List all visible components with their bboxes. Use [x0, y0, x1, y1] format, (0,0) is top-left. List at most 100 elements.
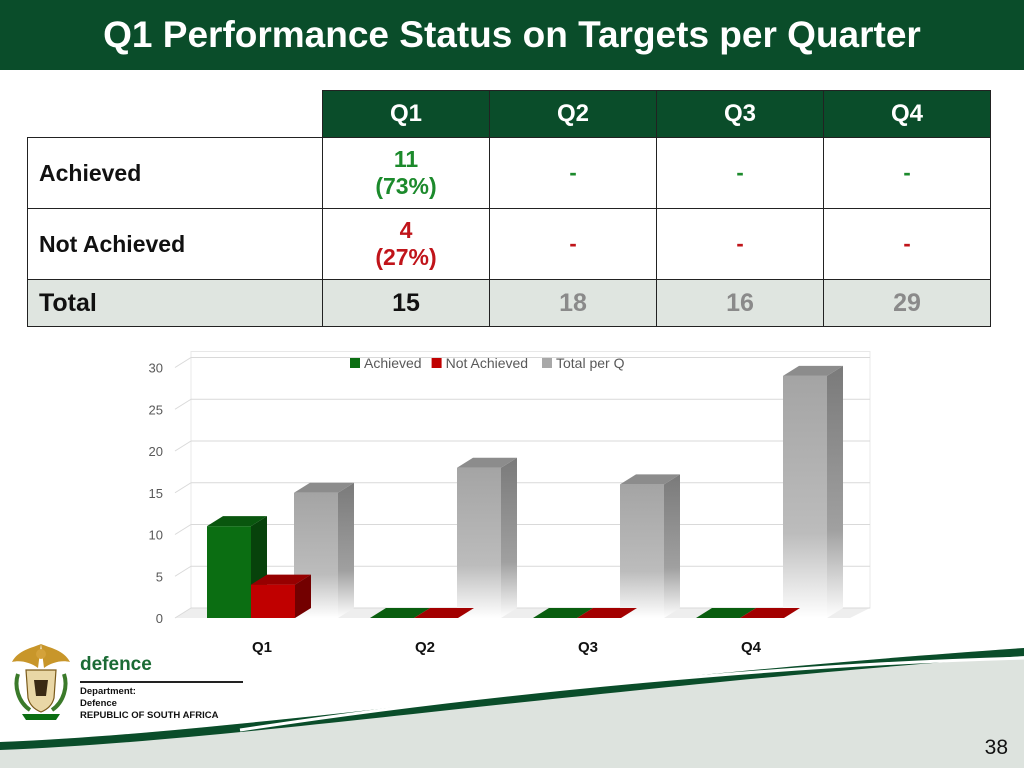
- bar-not-achieved-q1-top: [251, 574, 311, 585]
- footer-swoosh: [0, 648, 1024, 768]
- y-tick-label: 5: [156, 569, 163, 584]
- grid-line-side: [174, 524, 192, 535]
- bar-achieved-q3-flat: [533, 608, 593, 618]
- bar-not-achieved-q4-flat: [740, 608, 800, 618]
- bar-total-per-q-q4: [783, 365, 843, 618]
- grid-line-side: [174, 482, 192, 494]
- y-tick-label: 15: [149, 486, 163, 501]
- y-tick-label: 20: [149, 444, 163, 459]
- total-q3-cell: 16: [656, 279, 824, 327]
- bar-achieved-q2: [370, 608, 430, 618]
- brand-divider: [80, 681, 243, 683]
- column-header: Q1: [322, 90, 490, 138]
- chart-back-wall: [190, 351, 871, 609]
- y-tick-label: 30: [149, 361, 163, 376]
- legend-label: Not Achieved: [446, 355, 528, 371]
- bar-total-per-q-q2: [457, 457, 517, 618]
- bar-total-per-q-q2-top: [457, 457, 517, 468]
- coat-of-arms-icon: [12, 644, 70, 720]
- bar-not-achieved-q1-side: [295, 574, 311, 618]
- bar-total-per-q-q1-top: [294, 482, 354, 493]
- grid-line-side: [174, 440, 192, 452]
- row-label: Not Achieved: [27, 208, 323, 280]
- chart-bars: [207, 365, 843, 618]
- achieved-q3-cell: -: [656, 137, 824, 209]
- bar-total-per-q-q4-top: [783, 365, 843, 376]
- brand-word: defence: [80, 654, 152, 675]
- bar-not-achieved-q1: [251, 574, 311, 618]
- y-tick-label: 10: [149, 528, 163, 543]
- dept-line: Defence: [80, 698, 117, 709]
- bar-achieved-q4: [696, 608, 756, 618]
- grid-line-side: [174, 398, 192, 410]
- not-achieved-count: 4: [399, 217, 413, 243]
- achieved-q2-cell: -: [489, 137, 657, 209]
- total-q2-cell: 18: [489, 279, 657, 327]
- legend-swatch: [350, 358, 360, 368]
- x-tick-label: Q4: [741, 639, 762, 656]
- grid-line-side: [174, 565, 192, 577]
- table-corner-cell: [27, 90, 323, 138]
- not-achieved-q1-cell: 4 (27%): [322, 208, 490, 280]
- column-header: Q2: [489, 90, 657, 138]
- coat-of-arms-logo: [8, 640, 74, 729]
- dept-line: REPUBLIC OF SOUTH AFRICA: [80, 710, 219, 721]
- bar-total-per-q-q2-front: [457, 467, 501, 618]
- column-header: Q3: [656, 90, 824, 138]
- bar-total-per-q-q3-top: [620, 474, 680, 485]
- table-row-total: Total 15 18 16 29: [27, 279, 991, 327]
- y-tick-label: 0: [156, 611, 163, 626]
- x-tick-label: Q1: [252, 639, 272, 656]
- legend-label: Total per Q: [556, 355, 625, 371]
- page-title: Q1 Performance Status on Targets per Qua…: [103, 14, 921, 55]
- total-q4-cell: 29: [823, 279, 991, 327]
- bar-total-per-q-q1-side: [338, 482, 354, 618]
- grid-line-side: [174, 607, 192, 619]
- total-q1-cell: 15: [322, 279, 490, 327]
- achieved-q4-cell: -: [823, 137, 991, 209]
- achieved-count: 11: [393, 146, 419, 172]
- status-table: Q1 Q2 Q3 Q4 Achieved 11 (73%) - - - Not …: [27, 90, 991, 327]
- row-label: Total: [27, 279, 323, 327]
- achieved-percent: (73%): [375, 173, 437, 199]
- dept-line: Department:: [80, 686, 136, 697]
- table-row-not-achieved: Not Achieved 4 (27%) - - -: [27, 208, 991, 280]
- x-tick-label: Q3: [578, 639, 598, 656]
- table-header-row: Q1 Q2 Q3 Q4: [27, 90, 991, 138]
- chart-legend: Achieved Not Achieved Total per Q: [350, 355, 625, 371]
- achieved-q1-cell: 11 (73%): [322, 137, 490, 209]
- table-row-achieved: Achieved 11 (73%) - - -: [27, 137, 991, 209]
- bar-total-per-q-q4-front: [783, 375, 827, 618]
- bar-achieved-q4-flat: [696, 608, 756, 618]
- y-tick-label: 25: [149, 402, 163, 417]
- not-achieved-q4-cell: -: [823, 208, 991, 280]
- bar-not-achieved-q3-flat: [577, 608, 637, 618]
- not-achieved-q2-cell: -: [489, 208, 657, 280]
- bar-achieved-q3: [533, 608, 593, 618]
- bar-chart: 0 5 10 15 20 25 30 Q1 Q2 Q3 Q4 Achieved Not Achiev…: [149, 351, 871, 656]
- legend-label: Achieved: [364, 355, 422, 371]
- column-header: Q4: [823, 90, 991, 138]
- bar-total-per-q-q2-side: [501, 457, 517, 618]
- row-label: Achieved: [27, 137, 323, 209]
- chart-grid: [174, 351, 871, 619]
- not-achieved-q3-cell: -: [656, 208, 824, 280]
- bar-not-achieved-q2: [414, 608, 474, 618]
- not-achieved-percent: (27%): [375, 244, 437, 270]
- bar-total-per-q-q4-side: [827, 365, 843, 618]
- y-axis-ticks: 0 5 10 15 20 25 30: [149, 361, 163, 627]
- x-tick-label: Q2: [415, 639, 435, 656]
- bar-total-per-q-q3-side: [664, 474, 680, 618]
- bar-achieved-q1-top: [207, 516, 267, 527]
- bar-not-achieved-q1-front: [251, 584, 295, 618]
- department-brand: defence Department: Defence REPUBLIC OF …: [80, 654, 243, 722]
- bar-total-per-q-q3-front: [620, 484, 664, 618]
- bar-achieved-q2-flat: [370, 608, 430, 618]
- bar-not-achieved-q2-flat: [414, 608, 474, 618]
- title-bar: Q1 Performance Status on Targets per Qua…: [0, 0, 1024, 70]
- bar-achieved-q1-front: [207, 526, 251, 618]
- bar-total-per-q-q1: [294, 482, 354, 618]
- x-axis-ticks: Q1 Q2 Q3 Q4: [252, 639, 762, 656]
- page-number: 38: [984, 736, 1008, 759]
- legend-swatch: [431, 358, 442, 368]
